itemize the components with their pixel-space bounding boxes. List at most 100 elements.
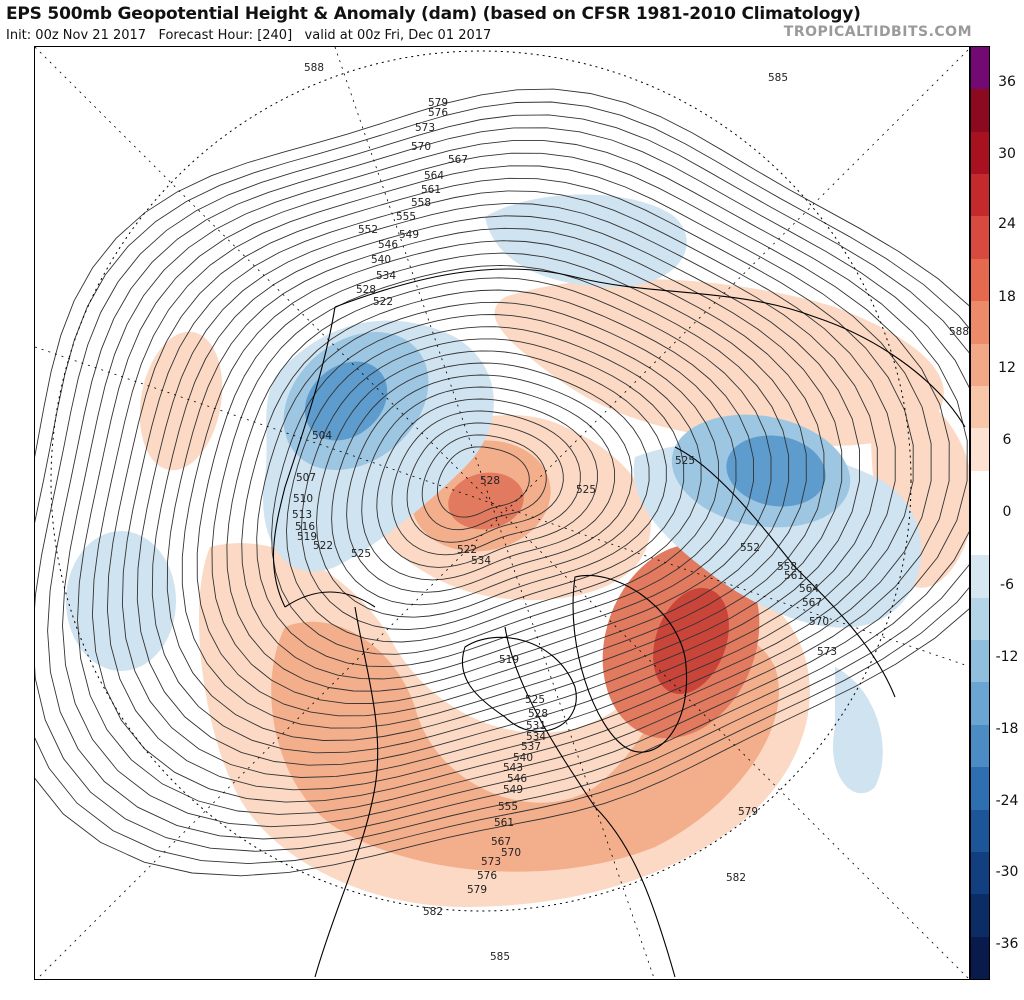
height-contour — [421, 434, 547, 531]
contour-label: 531 — [526, 720, 546, 732]
colorbar-segment — [971, 258, 989, 302]
height-contour — [35, 101, 969, 865]
colorbar-segment — [971, 640, 989, 683]
contour-label: 549 — [399, 229, 419, 241]
height-contour — [166, 227, 843, 741]
coastline — [334, 268, 966, 428]
colorbar-segment — [971, 597, 989, 641]
height-contour — [361, 386, 616, 581]
colorbar-segment — [971, 936, 989, 980]
contour-label: 513 — [292, 509, 312, 521]
contour-label: 582 — [726, 872, 746, 884]
colorbar-segment — [971, 131, 989, 175]
contour-label: 573 — [481, 856, 501, 868]
contour-label: 540 — [371, 254, 391, 266]
colorbar-segment — [971, 513, 989, 556]
height-contour — [47, 127, 969, 840]
contour-label: 555 — [498, 801, 518, 813]
coastline — [272, 306, 336, 608]
contour-label: 552 — [358, 224, 378, 236]
colorbar-tick-label: 6 — [1002, 432, 1012, 448]
contour-label: 519 — [499, 654, 519, 666]
contour-label: 534 — [471, 555, 491, 567]
map-subtitle: Init: 00z Nov 21 2017 Forecast Hour: [24… — [6, 28, 492, 43]
height-contour — [91, 165, 932, 803]
contour-label: 558 — [777, 561, 797, 573]
map-panel: 588 585 579 576 573 570 567 564 561 558 555 552 549 5… — [34, 46, 970, 980]
contour-label: 540 — [513, 752, 533, 764]
contour-label: 507 — [296, 472, 316, 484]
contour-label: 522 — [457, 544, 477, 556]
height-contour — [241, 289, 754, 680]
contour-label: 528 — [480, 475, 500, 487]
colorbar-tick-label: -12 — [995, 649, 1019, 665]
height-contour — [436, 446, 530, 518]
contour-label: 567 — [448, 154, 468, 166]
contour-label: 519 — [297, 531, 317, 543]
colorbar-segment — [971, 682, 989, 726]
brand-watermark[interactable]: TROPICALTIDBITS.COM — [783, 24, 972, 40]
colorbar-tick-label: 30 — [998, 146, 1016, 162]
contour-label: 561 — [421, 184, 441, 196]
contour-label: 537 — [521, 741, 541, 753]
contour-label: 555 — [396, 211, 416, 223]
contour-label: 546 — [507, 773, 527, 785]
height-contour — [121, 190, 896, 778]
coastline — [674, 446, 896, 698]
contour-label: 534 — [526, 731, 546, 743]
height-contour — [331, 362, 650, 606]
height-contour — [35, 114, 969, 852]
contour-label: 570 — [501, 847, 521, 859]
contour-label: 534 — [376, 270, 396, 282]
contour-label: 573 — [415, 122, 435, 134]
colorbar-segment — [971, 89, 989, 133]
contour-label: 516 — [295, 521, 315, 533]
contour-label: 549 — [503, 784, 523, 796]
colorbar-tick-label: 12 — [998, 360, 1016, 376]
contour-label: 567 — [802, 597, 822, 609]
height-contour — [77, 152, 950, 815]
header: EPS 500mb Geopotential Height & Anomaly … — [6, 2, 1018, 46]
contour-label: 525 — [675, 455, 695, 467]
anomaly-colorbar — [970, 46, 990, 980]
cold-anomaly-pacific — [66, 531, 176, 671]
coastline — [461, 636, 577, 732]
contour-label: 588 — [304, 62, 324, 74]
contour-label: 525 — [351, 548, 371, 560]
height-contour — [196, 252, 807, 717]
height-contour — [376, 398, 598, 568]
height-contour — [301, 338, 685, 631]
height-contour — [406, 422, 564, 543]
contour-label: 585 — [490, 951, 510, 963]
colorbar-segment — [971, 894, 989, 938]
contour-label: 588 — [949, 326, 969, 338]
contour-label: 561 — [784, 570, 804, 582]
warm-anomaly-mid — [271, 621, 779, 872]
contour-label: 582 — [423, 906, 443, 918]
height-contour — [256, 301, 737, 668]
colorbar-tick-label: 0 — [1002, 504, 1012, 520]
height-contour — [106, 177, 914, 791]
colorbar-tick-label: -36 — [995, 936, 1019, 952]
contour-label: 579 — [428, 97, 448, 109]
coastline — [504, 626, 676, 978]
contour-label: 570 — [809, 616, 829, 628]
colorbar-segment — [971, 809, 989, 853]
contour-label: 570 — [411, 141, 431, 153]
colorbar-segment — [971, 428, 989, 472]
height-contour — [211, 264, 790, 704]
colorbar-segment — [971, 301, 989, 345]
colorbar-tick-label: 24 — [998, 216, 1016, 232]
contour-label: 558 — [411, 197, 431, 209]
cold-anomaly-europe-core — [726, 435, 826, 507]
contour-label: 576 — [428, 107, 448, 119]
colorbar-segment — [971, 343, 989, 387]
height-contour — [271, 314, 719, 655]
contour-label: 579 — [738, 806, 758, 818]
contour-label: 567 — [491, 836, 511, 848]
cold-anomaly-asia-core — [304, 361, 388, 441]
height-contour — [346, 374, 633, 593]
colorbar-segment — [971, 851, 989, 895]
height-contour — [316, 350, 667, 618]
height-contour — [35, 88, 969, 877]
